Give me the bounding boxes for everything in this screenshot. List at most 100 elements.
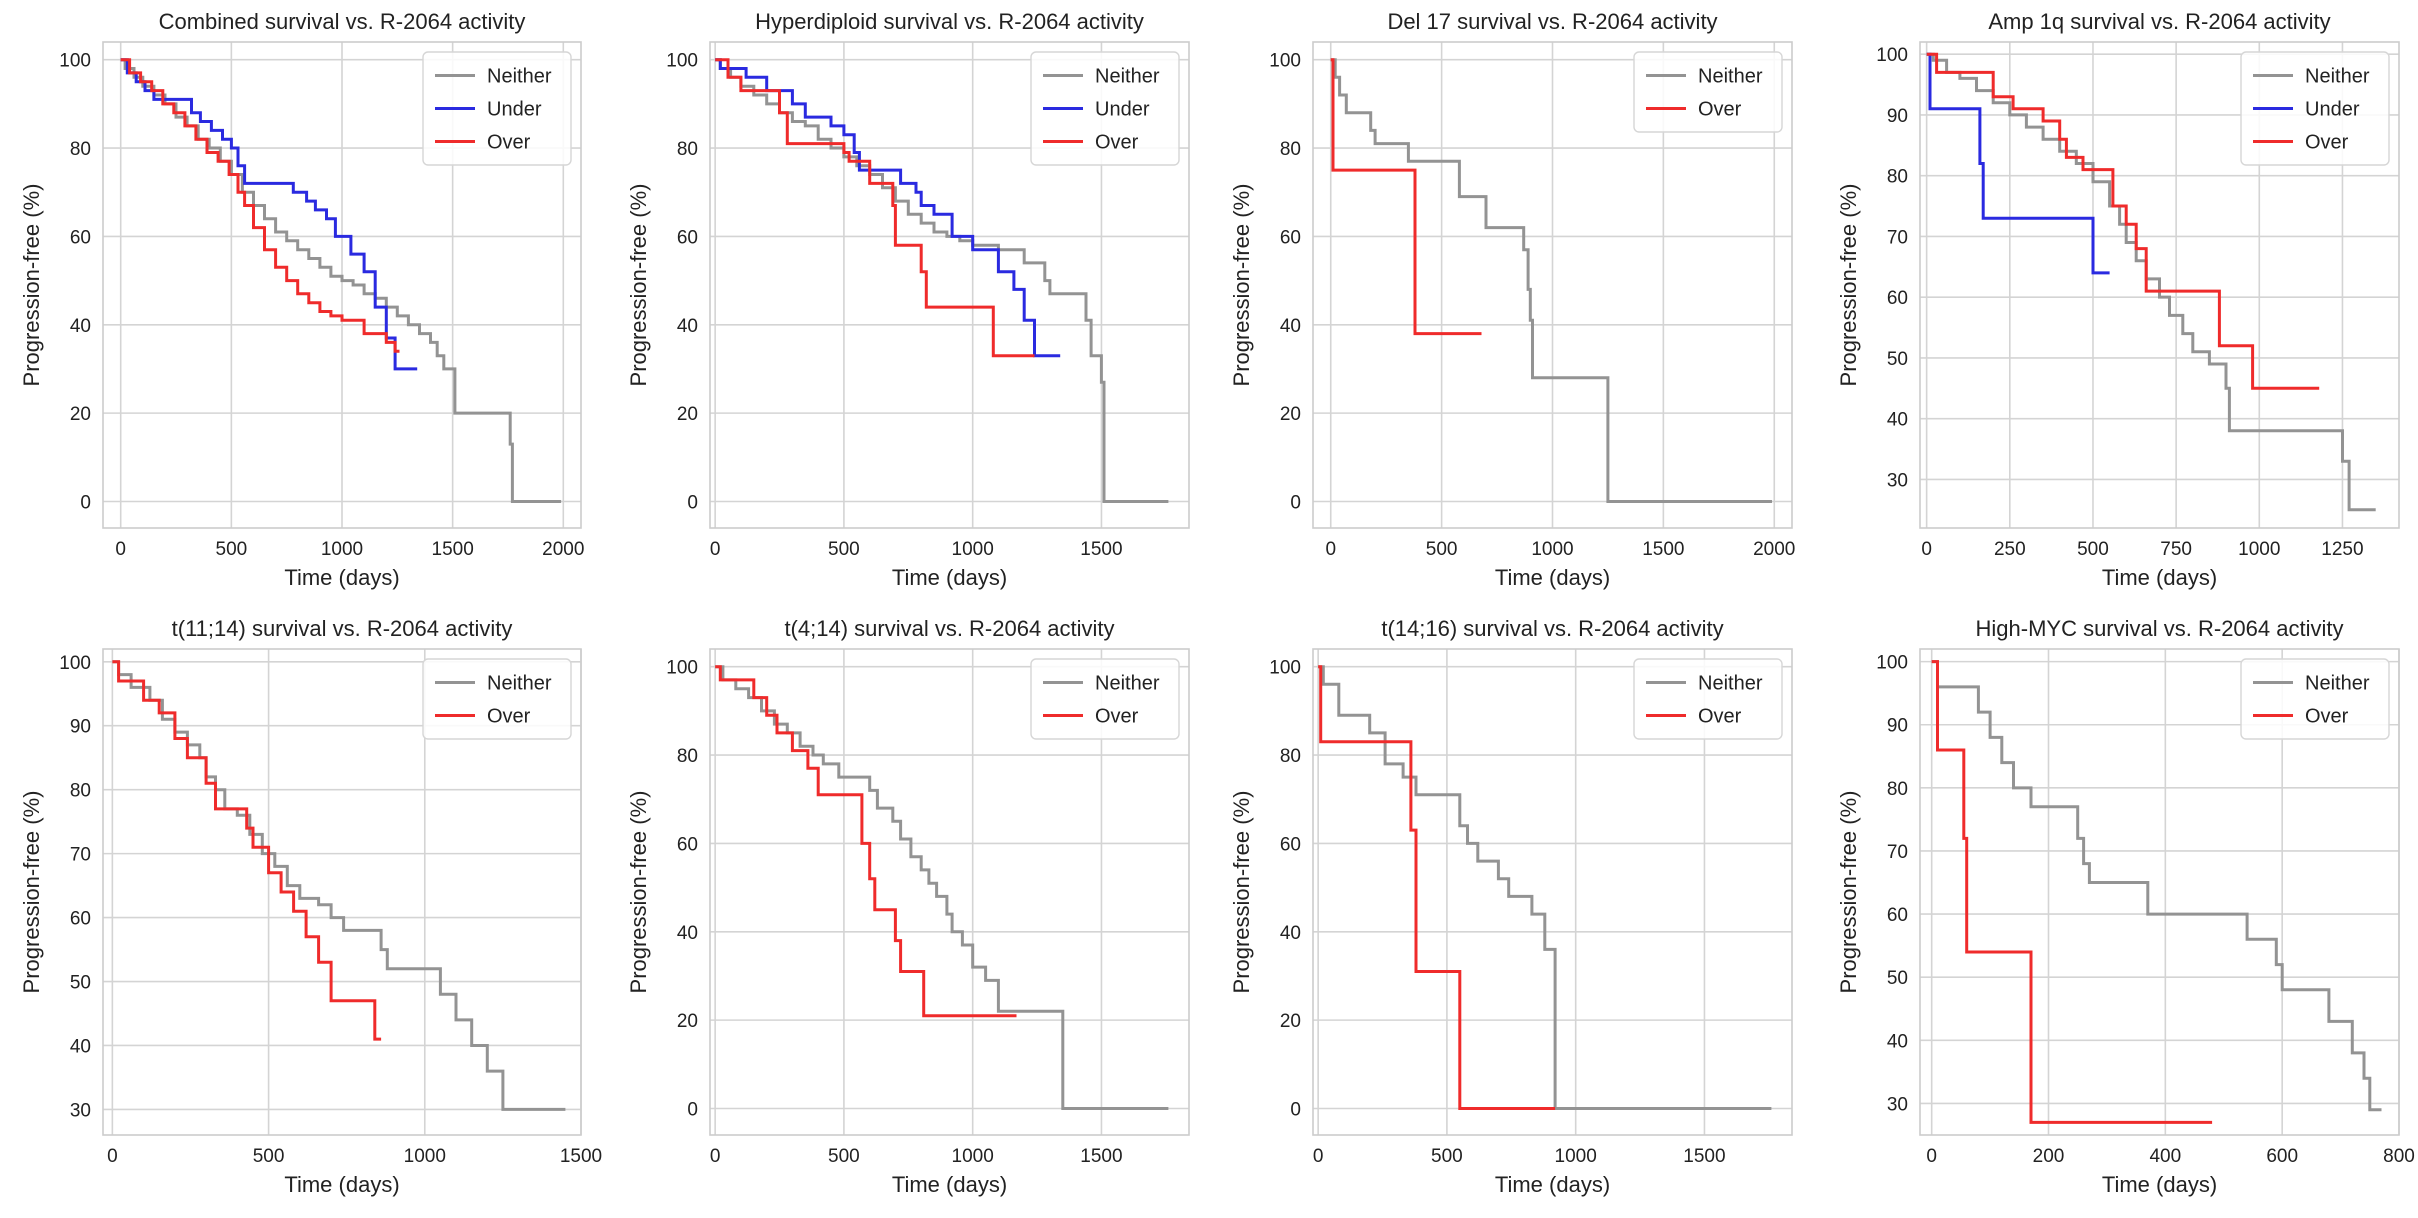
legend-label-under: Under [1095,99,1150,121]
x-axis-label: Time (days) [892,565,1007,590]
y-tick-label: 0 [1290,492,1301,513]
series-line-neither [120,58,562,503]
y-axis-label: Progression-free (%) [1836,184,1861,387]
x-tick-label: 1500 [1080,539,1122,560]
y-tick-label: 80 [1280,746,1301,767]
legend-label-under: Under [2305,99,2360,121]
y-tick-label: 70 [1887,227,1908,248]
x-tick-label: 0 [1325,539,1336,560]
y-tick-label: 100 [666,658,698,679]
legend-box [1633,658,1783,740]
y-tick-label: 50 [1887,968,1908,989]
series-line-neither [1931,660,2382,1112]
x-tick-label: 800 [2383,1146,2415,1167]
y-tick-label: 40 [1887,1031,1908,1052]
x-tick-label: 1000 [321,539,363,560]
legend-label-over: Over [1095,706,1139,728]
y-tick-label: 60 [1280,227,1301,248]
y-tick-label: 20 [677,404,698,425]
y-tick-label: 60 [1280,834,1301,855]
legend-label-neither: Neither [1698,673,1763,695]
y-axis-label: Progression-free (%) [19,184,44,387]
axes-frame [102,41,582,529]
series-line-neither [1926,52,2376,512]
y-tick-label: 60 [70,227,91,248]
legend-label-over: Over [2305,706,2349,728]
y-tick-label: 90 [1887,716,1908,737]
x-tick-label: 1500 [560,1146,602,1167]
y-tick-label: 80 [1280,139,1301,160]
chart-panel-1: 0 500 1000 1500 2000 0 20 40 60 80 100 Combined sur… [19,9,584,590]
x-tick-label: 250 [1994,539,2026,560]
chart-panel-2: 0 500 1000 1500 0 20 40 60 80 100 Hyperdiploid sur… [626,9,1190,590]
legend-box [422,658,572,740]
x-tick-label: 500 [216,539,248,560]
y-tick-label: 70 [1887,842,1908,863]
x-axis-label: Time (days) [2102,565,2217,590]
y-tick-label: 80 [70,781,91,802]
chart-panel-6: 0 500 1000 1500 0 20 40 60 80 100 t(4;14) survival… [626,616,1190,1197]
axes-frame [709,648,1190,1136]
y-tick-label: 100 [666,51,698,72]
chart-panel-5: 0 500 1000 1500 30 40 50 60 70 80 90 100 t(11;14) su… [19,616,602,1197]
series-line-neither [715,58,1169,503]
y-tick-label: 100 [1876,653,1908,674]
x-tick-label: 1000 [2238,539,2280,560]
y-tick-label: 40 [677,316,698,337]
x-tick-label: 600 [2266,1146,2298,1167]
x-tick-label: 750 [2160,539,2192,560]
y-tick-label: 40 [70,316,91,337]
y-tick-label: 100 [1269,658,1301,679]
x-tick-label: 200 [2033,1146,2065,1167]
y-tick-label: 80 [1887,167,1908,188]
y-axis-label: Progression-free (%) [19,791,44,994]
chart-title: t(4;14) survival vs. R-2064 activity [784,616,1114,641]
x-tick-label: 0 [1313,1146,1324,1167]
y-tick-label: 0 [687,1099,698,1120]
legend-label-over: Over [487,132,531,154]
legend-box [1030,51,1180,166]
x-tick-label: 0 [115,539,126,560]
y-tick-label: 80 [677,139,698,160]
x-tick-label: 0 [710,1146,721,1167]
x-axis-label: Time (days) [284,565,399,590]
x-tick-label: 0 [1926,1146,1937,1167]
x-tick-label: 2000 [542,539,584,560]
y-tick-label: 40 [1280,923,1301,944]
series-line-neither [1318,665,1772,1110]
series-line-over [715,665,1017,1018]
series-line-over [1931,660,2213,1124]
x-tick-label: 500 [253,1146,285,1167]
series-line-over [1330,58,1482,336]
x-axis-label: Time (days) [1495,565,1610,590]
y-tick-label: 30 [1887,1094,1908,1115]
y-tick-label: 30 [70,1100,91,1121]
y-tick-label: 0 [80,492,91,513]
x-tick-label: 1000 [952,1146,994,1167]
x-tick-label: 500 [1431,1146,1463,1167]
axes-frame [1312,648,1793,1136]
y-tick-label: 40 [1280,316,1301,337]
chart-title: Amp 1q survival vs. R-2064 activity [1988,9,2330,34]
legend-box [422,51,572,166]
legend-box [2240,658,2390,740]
x-tick-label: 0 [710,539,721,560]
legend-label-neither: Neither [2305,673,2370,695]
x-axis-label: Time (days) [284,1172,399,1197]
series-line-under [120,58,418,371]
x-tick-label: 1000 [1531,539,1573,560]
y-tick-label: 30 [1887,470,1908,491]
x-tick-label: 0 [107,1146,118,1167]
legend-label-neither: Neither [1698,66,1763,88]
legend-box [1030,658,1180,740]
y-tick-label: 100 [1269,51,1301,72]
x-tick-label: 1000 [1555,1146,1597,1167]
chart-title: t(14;16) survival vs. R-2064 activity [1381,616,1723,641]
legend: Neither Under Over [1030,51,1180,166]
chart-panel-7: 0 500 1000 1500 0 20 40 60 80 100 t(14;16) surviva… [1229,616,1793,1197]
x-tick-label: 1500 [1642,539,1684,560]
legend-label-neither: Neither [2305,66,2370,88]
legend-label-neither: Neither [1095,673,1160,695]
x-tick-label: 500 [2077,539,2109,560]
